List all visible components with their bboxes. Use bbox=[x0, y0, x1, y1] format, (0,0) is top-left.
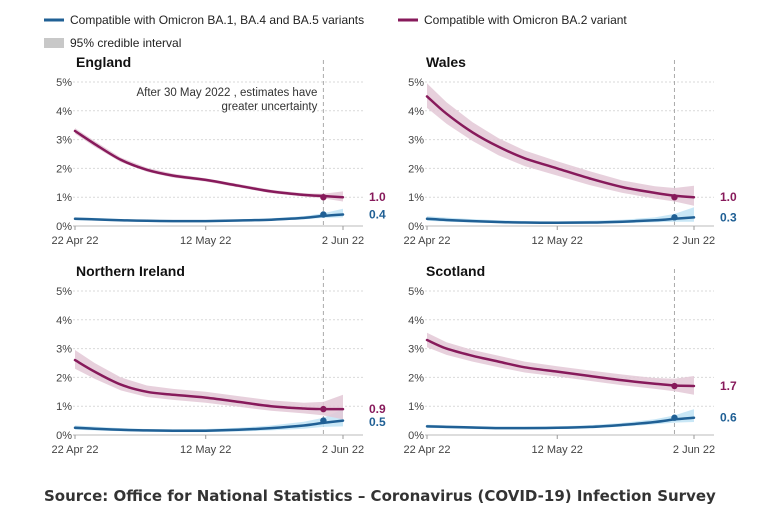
y-tick-label: 4% bbox=[56, 315, 72, 327]
y-tick-label: 2% bbox=[56, 372, 72, 384]
series-line-ba2 bbox=[73, 358, 345, 411]
credible-interval-band-ba2 bbox=[427, 83, 694, 206]
panel-scotland: Scotland 0% 1% 2% 3% 4% 5% 22 Apr 22 12 May 22 2 … bbox=[403, 263, 737, 456]
end-label-ba2: 1.7 bbox=[720, 379, 737, 393]
series-line-ba2 bbox=[73, 129, 345, 199]
legend: Compatible with Omicron BA.1, BA.4 and B… bbox=[44, 13, 627, 50]
series-end-point-ba1-ba4-ba5 bbox=[320, 417, 327, 424]
y-tick-label: 5% bbox=[56, 77, 72, 89]
y-tick-label: 4% bbox=[56, 106, 72, 118]
series-end-point-ba1-ba4-ba5 bbox=[320, 211, 327, 218]
y-tick-label: 2% bbox=[408, 163, 424, 175]
series-line-ba1-ba4-ba5 bbox=[425, 216, 696, 225]
y-tick-label: 1% bbox=[408, 192, 424, 204]
y-tick-label: 0% bbox=[408, 221, 424, 233]
y-tick-label: 0% bbox=[408, 430, 424, 442]
x-tick-label: 12 May 22 bbox=[532, 444, 583, 456]
x-tick-label: 22 Apr 22 bbox=[51, 235, 98, 247]
x-tick-label: 12 May 22 bbox=[180, 235, 231, 247]
panel-wales: Wales 0% 1% 2% 3% 4% 5% 22 Apr 22 12 May 22 2 Jun… bbox=[403, 54, 737, 247]
y-tick-label: 2% bbox=[408, 372, 424, 384]
panel-title: Wales bbox=[426, 54, 466, 70]
end-label-ba1-ba4-ba5: 0.5 bbox=[369, 415, 386, 429]
end-label-ba1-ba4-ba5: 0.6 bbox=[720, 411, 737, 425]
x-tick-label: 12 May 22 bbox=[532, 235, 583, 247]
y-tick-label: 4% bbox=[408, 106, 424, 118]
series-line-ba1-ba4-ba5 bbox=[73, 213, 345, 223]
end-label-ba1-ba4-ba5: 0.4 bbox=[369, 207, 386, 221]
end-label-ba2: 0.9 bbox=[369, 402, 386, 416]
x-tick-label: 22 Apr 22 bbox=[51, 444, 98, 456]
series-end-point-ba1-ba4-ba5 bbox=[671, 414, 678, 421]
y-tick-label: 2% bbox=[56, 163, 72, 175]
legend-label-ba1-ba4-ba5: Compatible with Omicron BA.1, BA.4 and B… bbox=[70, 13, 364, 27]
panel-england: England 0% 1% 2% 3% 4% 5% 22 Apr 22 12 May 22 2 J… bbox=[51, 54, 386, 247]
series-line-ba2 bbox=[425, 95, 696, 199]
panel-title: Scotland bbox=[426, 263, 485, 279]
legend-swatch-credible-interval bbox=[44, 38, 64, 48]
end-label-ba1-ba4-ba5: 0.3 bbox=[720, 210, 737, 224]
y-tick-label: 1% bbox=[56, 401, 72, 413]
y-tick-label: 1% bbox=[56, 192, 72, 204]
credible-interval-band-ba1-ba4-ba5 bbox=[427, 207, 694, 224]
series-line-ba1-ba4-ba5 bbox=[73, 419, 345, 432]
annotation-text: greater uncertainty bbox=[221, 101, 317, 113]
y-tick-label: 5% bbox=[408, 286, 424, 298]
x-tick-label: 2 Jun 22 bbox=[673, 444, 715, 456]
y-tick-label: 5% bbox=[56, 286, 72, 298]
credible-interval-band-ba2 bbox=[427, 332, 694, 395]
x-tick-label: 22 Apr 22 bbox=[403, 444, 450, 456]
source-note: Source: Office for National Statistics –… bbox=[44, 487, 716, 505]
x-tick-label: 2 Jun 22 bbox=[322, 444, 364, 456]
y-tick-label: 4% bbox=[408, 315, 424, 327]
credible-interval-band-ba2 bbox=[75, 128, 343, 202]
y-tick-label: 1% bbox=[408, 401, 424, 413]
series-line-ba1-ba4-ba5 bbox=[425, 416, 696, 430]
panel-title: England bbox=[76, 54, 131, 70]
credible-interval-band-ba2 bbox=[75, 350, 343, 420]
y-tick-label: 3% bbox=[56, 135, 72, 147]
series-end-point-ba2 bbox=[320, 405, 327, 413]
panel-title: Northern Ireland bbox=[76, 263, 185, 279]
y-tick-label: 0% bbox=[56, 221, 72, 233]
end-label-ba2: 1.0 bbox=[720, 190, 737, 204]
y-tick-label: 5% bbox=[408, 77, 424, 89]
credible-interval-band-ba1-ba4-ba5 bbox=[75, 409, 343, 433]
legend-label-credible-interval: 95% credible interval bbox=[70, 36, 181, 50]
series-end-point-ba2 bbox=[671, 382, 678, 390]
series-end-point-ba2 bbox=[320, 194, 327, 201]
x-tick-label: 2 Jun 22 bbox=[673, 235, 715, 247]
y-tick-label: 3% bbox=[56, 344, 72, 356]
x-tick-label: 2 Jun 22 bbox=[322, 235, 364, 247]
x-tick-label: 12 May 22 bbox=[180, 444, 231, 456]
end-label-ba2: 1.0 bbox=[369, 190, 386, 204]
legend-label-ba2: Compatible with Omicron BA.2 variant bbox=[424, 13, 627, 27]
annotation-text: After 30 May 2022 , estimates have bbox=[136, 87, 317, 99]
x-tick-label: 22 Apr 22 bbox=[403, 235, 450, 247]
panel-northern-ireland: Northern Ireland 0% 1% 2% 3% 4% 5% 22 Apr 22 12 … bbox=[51, 263, 386, 456]
series-end-point-ba2 bbox=[671, 194, 678, 201]
y-tick-label: 3% bbox=[408, 135, 424, 147]
y-tick-label: 3% bbox=[408, 344, 424, 356]
y-tick-label: 0% bbox=[56, 430, 72, 442]
series-line-ba2 bbox=[425, 338, 696, 388]
series-end-point-ba1-ba4-ba5 bbox=[671, 214, 678, 221]
